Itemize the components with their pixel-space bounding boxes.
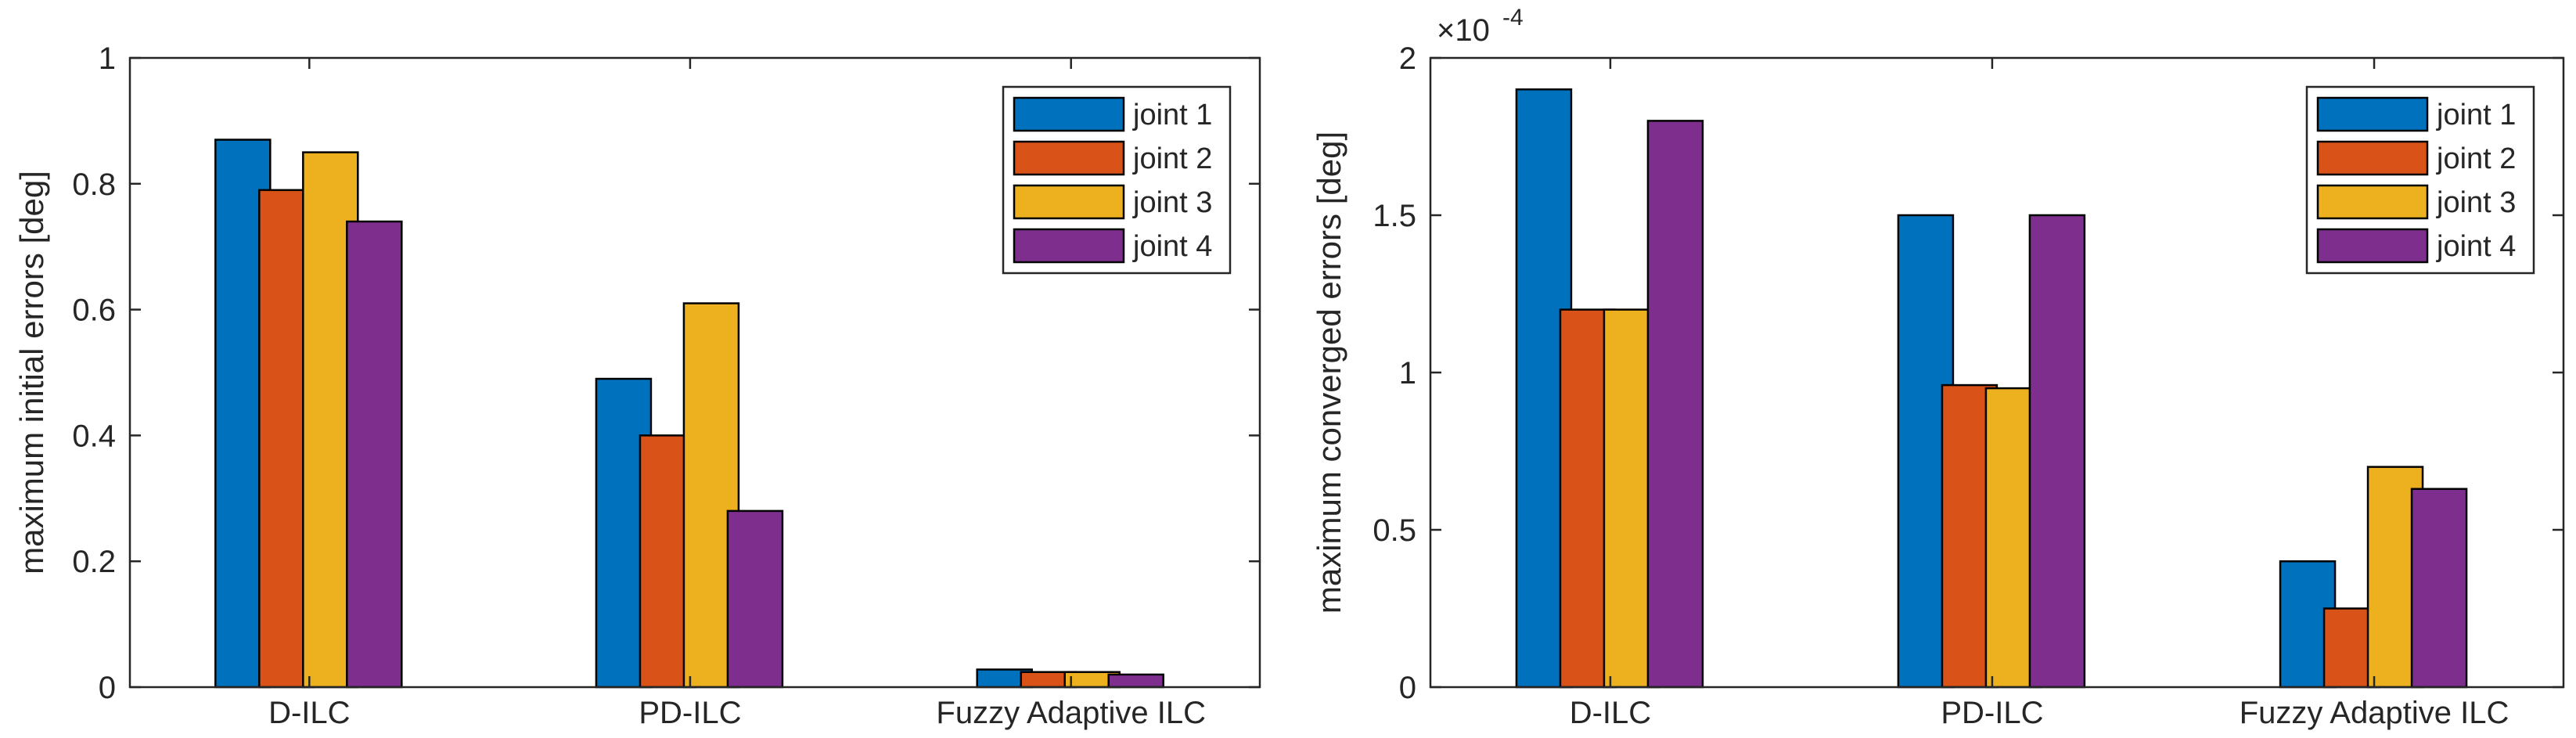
legend: joint 1 joint 2 joint 3 joint 4	[1002, 85, 1232, 275]
legend-swatch-joint-1	[2316, 96, 2429, 132]
y-tick-label: 0.8	[72, 167, 116, 202]
legend-swatch-joint-4	[2316, 228, 2429, 264]
y-tick-label: 0.6	[72, 293, 116, 328]
legend-label-joint-4: joint 4	[1132, 230, 1212, 263]
y-axis-label: maximum converged errors [deg]	[1311, 131, 1347, 614]
x-tick-label: PD-ILC	[1941, 696, 2043, 730]
legend-swatch-joint-3	[1013, 184, 1125, 220]
y-tick-label: 1	[1399, 356, 1416, 391]
legend-swatch-joint-2	[2316, 140, 2429, 176]
bar-joint-4-pd-ilc	[726, 509, 784, 689]
legend-label-joint-3: joint 3	[1132, 186, 1212, 219]
legend-swatch-joint-2	[1013, 140, 1125, 176]
legend-label-joint-2: joint 2	[1132, 142, 1212, 175]
y-tick-label: 0.5	[1373, 513, 1416, 548]
axes-box	[128, 56, 1261, 689]
y-tick-label: 0	[99, 671, 116, 705]
y-tick-label: 0.4	[72, 419, 116, 453]
chart-1: 0 0.2 0.4 0.6 0.8 1 D-ILC PD-ILC Fuzzy Adaptive …	[13, 41, 1261, 730]
legend-swatch-joint-1	[1013, 96, 1125, 132]
x-tick-label: PD-ILC	[639, 696, 741, 730]
chart-2: 0 0.5 1 1.5 2 D-ILC PD-ILC Fuzzy Adaptive ILC ma…	[1311, 5, 2565, 730]
y-tick-label: 2	[1399, 41, 1416, 76]
legend: joint 1 joint 2 joint 3 joint 4	[2305, 85, 2535, 275]
legend-swatch-joint-4	[1013, 228, 1125, 264]
legend-label-joint-1: joint 1	[2436, 99, 2516, 131]
bar-joint-4-pd-ilc	[2028, 214, 2086, 689]
bar-joint-4-fuzzy-adaptive-ilc	[1107, 673, 1164, 689]
legend-label-joint-2: joint 2	[2436, 142, 2516, 175]
y-tick-label: 1	[99, 41, 116, 76]
y-tick-label: 0	[1399, 671, 1416, 705]
x-tick-label: Fuzzy Adaptive ILC	[2240, 696, 2509, 730]
y-axis-label: maximum initial errors [deg]	[13, 171, 50, 574]
legend-label-joint-3: joint 3	[2436, 186, 2516, 219]
legend-label-joint-1: joint 1	[1132, 99, 1212, 131]
bar-joint-4-d-ilc	[1646, 120, 1704, 689]
exponent-label: ×10 -4	[1437, 5, 1524, 48]
y-tick-label: 0.2	[72, 545, 116, 579]
exponent-base: ×10	[1437, 13, 1490, 48]
x-tick-label: D-ILC	[1570, 696, 1651, 730]
bar-joint-4-fuzzy-adaptive-ilc	[2410, 488, 2468, 689]
x-tick-label: D-ILC	[268, 696, 350, 730]
bar-joint-4-d-ilc	[346, 220, 403, 689]
legend-label-joint-4: joint 4	[2436, 230, 2516, 263]
x-tick-label: Fuzzy Adaptive ILC	[936, 696, 1206, 730]
legend-swatch-joint-3	[2316, 184, 2429, 220]
exponent-power: -4	[1502, 5, 1524, 31]
y-tick-label: 1.5	[1373, 199, 1416, 233]
